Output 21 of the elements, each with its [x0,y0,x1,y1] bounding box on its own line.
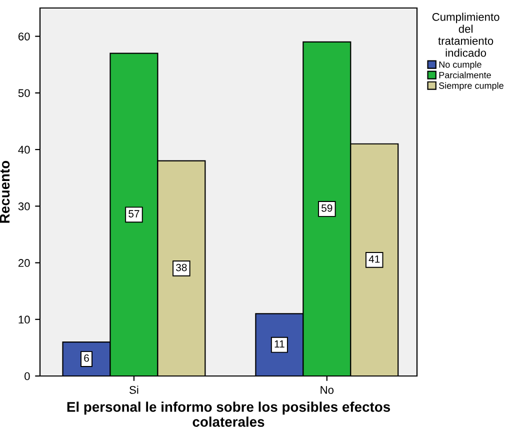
x-axis-title: El personal le informo sobre los posibles efectos colaterales [67,402,390,427]
y-axis-title: Recuento [0,160,10,223]
legend-label: Parcialmente [439,72,491,78]
data-label: 38 [176,264,187,272]
y-tick-label: 30 [18,202,30,210]
data-label: 6 [84,354,89,362]
y-tick-label: 50 [18,89,30,98]
legend-label: No cumple [439,61,482,70]
legend-title: Cumplimiento del tratamiento indicado [432,12,500,57]
y-tick-label: 40 [18,146,30,154]
y-tick-label: 10 [18,316,30,324]
data-label: 59 [322,204,332,212]
x-tick-label: No [320,386,334,394]
data-label: 41 [368,255,380,263]
y-tick-label: 20 [18,259,30,267]
x-tick-label: Si [130,386,138,394]
legend-label: Siempre cumple [439,82,504,91]
y-tick-label: 60 [18,32,30,40]
y-tick-label: 0 [24,372,30,380]
data-label: 57 [128,210,140,218]
data-label: 11 [274,340,284,348]
